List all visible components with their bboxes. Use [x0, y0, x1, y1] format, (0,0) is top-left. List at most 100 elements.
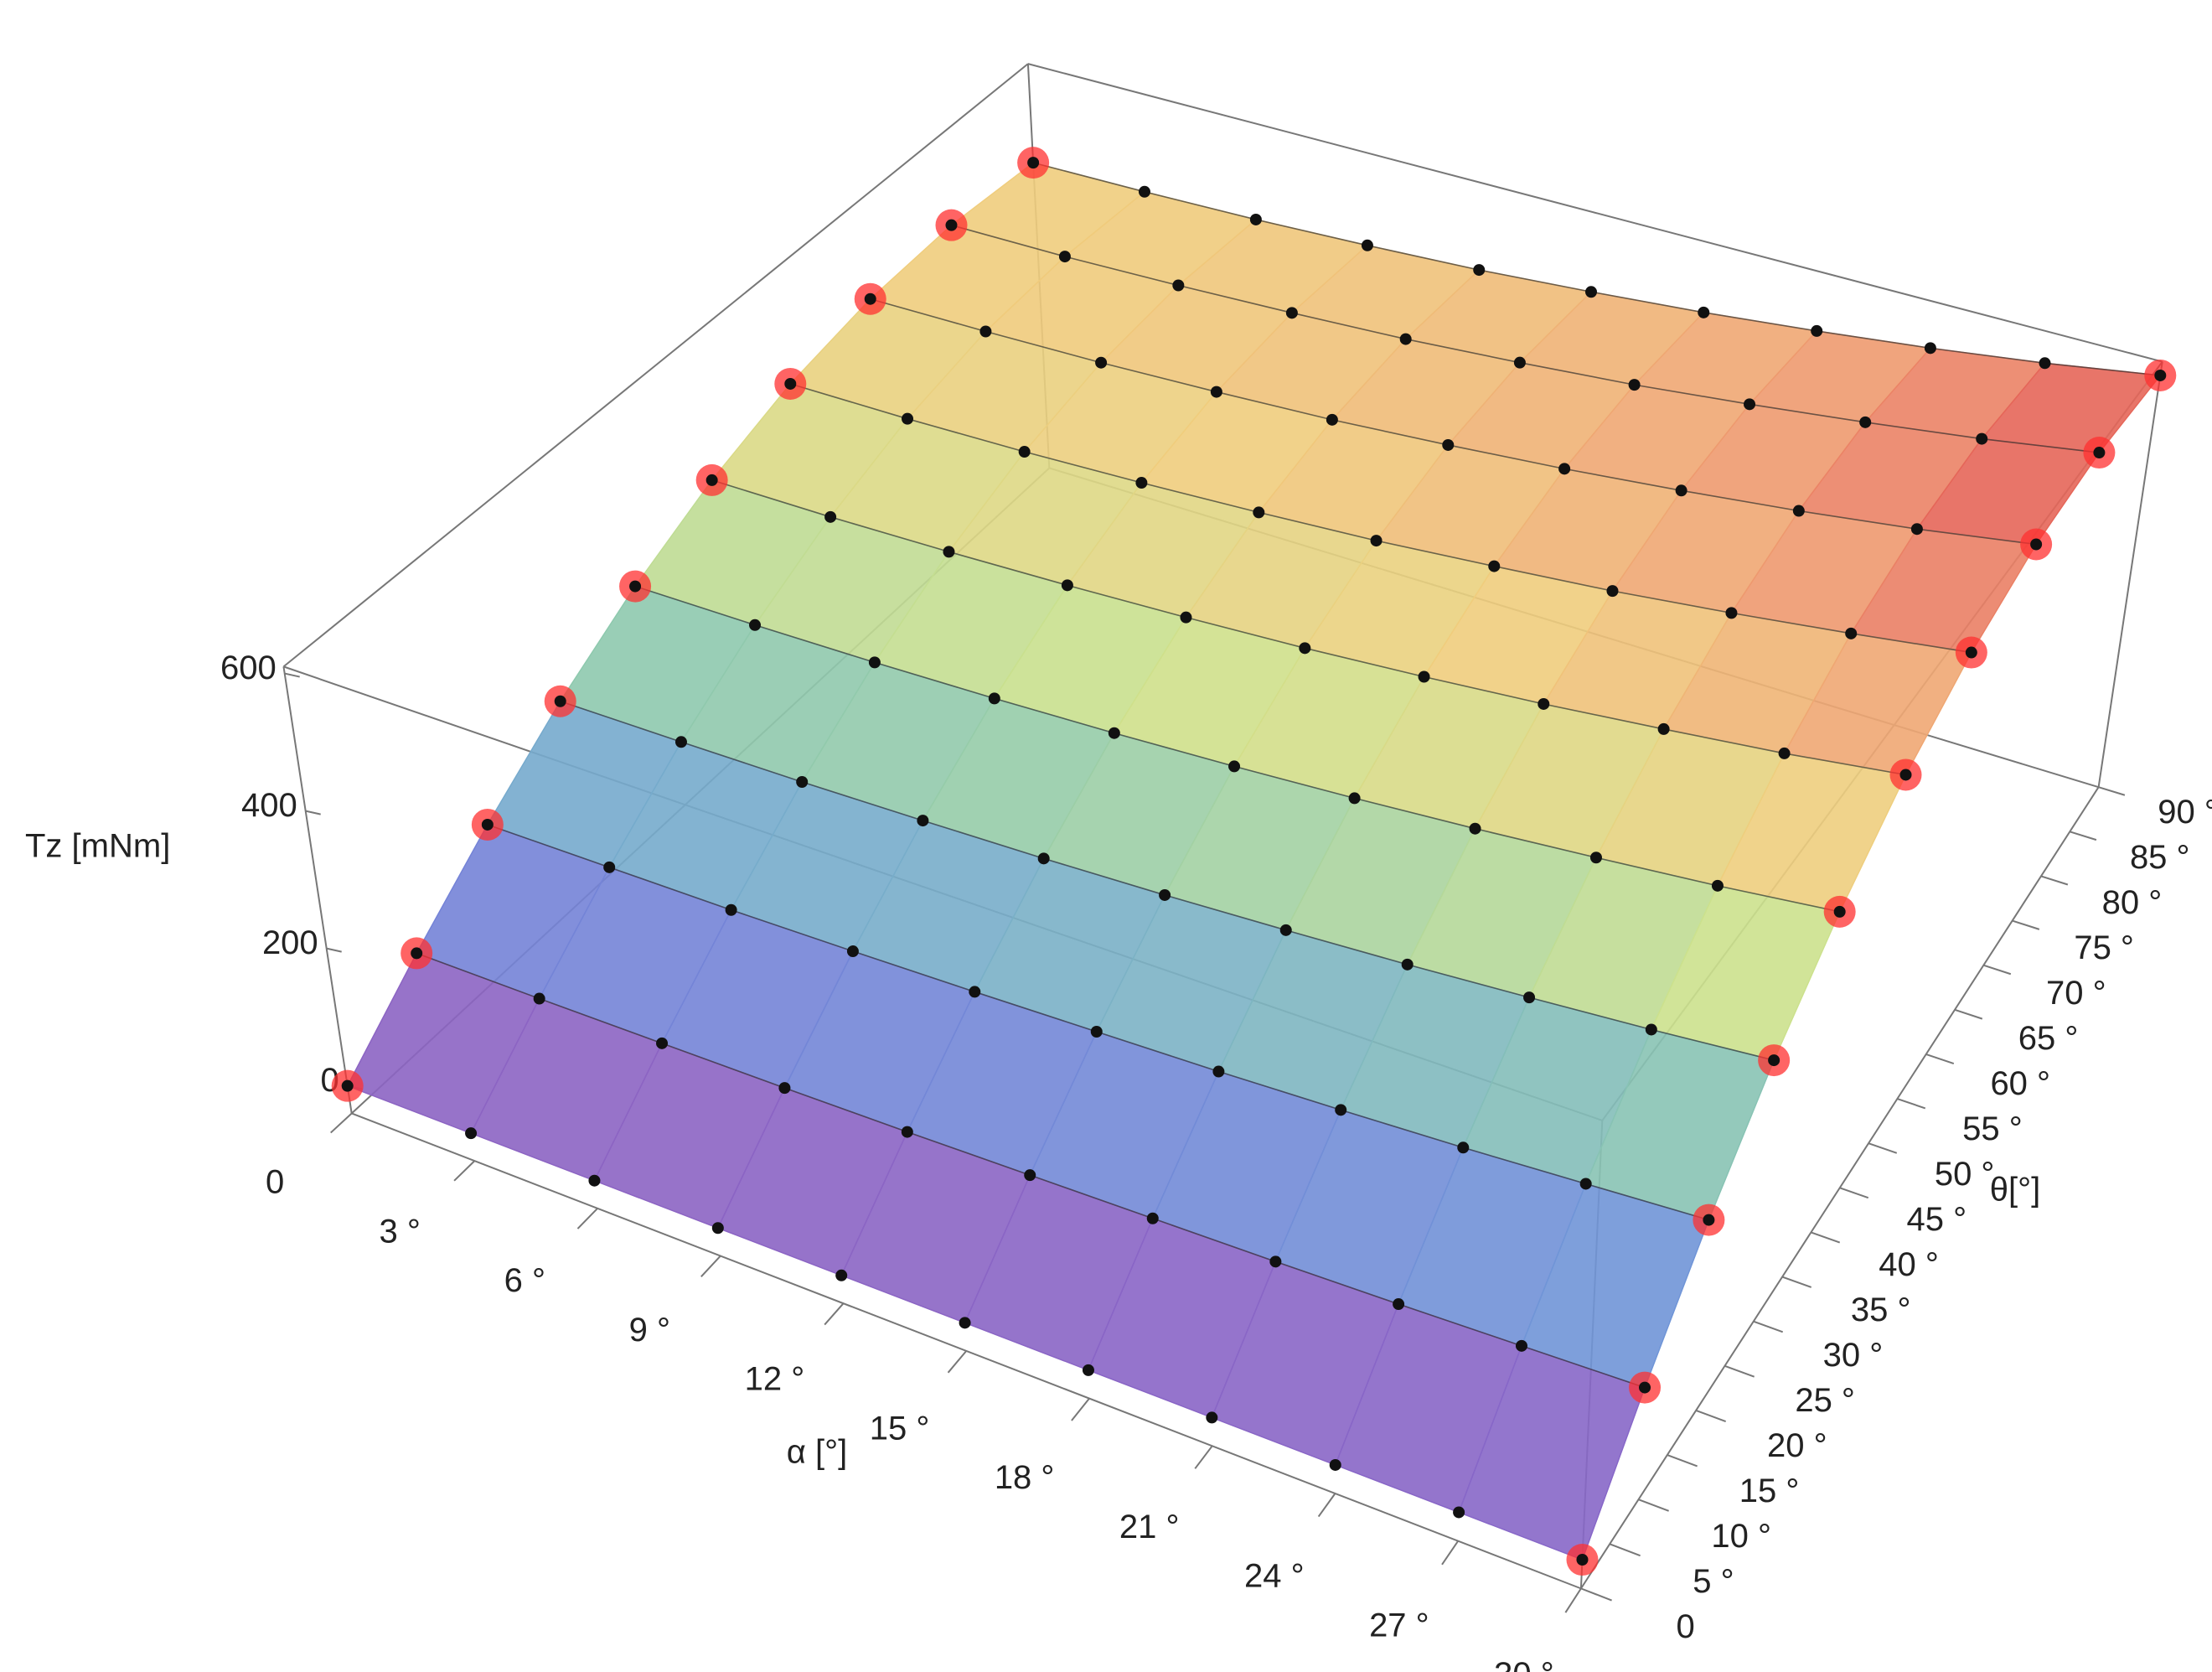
data-point [1558, 463, 1571, 475]
y-tick [2069, 831, 2097, 841]
data-point [1584, 286, 1597, 298]
data-point [1210, 386, 1222, 398]
x-tick-label: 3 ° [380, 1213, 421, 1250]
data-point [1845, 627, 1858, 639]
data-point [1249, 213, 1262, 225]
y-tick [1868, 1142, 1898, 1154]
y-tick-label: 70 ° [2046, 975, 2106, 1012]
data-point [1138, 185, 1150, 198]
data-point [1061, 579, 1073, 592]
x-tick-label: 6 ° [504, 1262, 545, 1299]
data-point [1090, 1025, 1103, 1038]
data-point [2154, 369, 2167, 381]
data-point [1639, 1381, 1651, 1394]
data-point [1899, 769, 1912, 781]
data-point [1589, 852, 1602, 864]
data-point [1299, 642, 1311, 655]
data-point [1725, 607, 1738, 619]
data-point [1576, 1554, 1589, 1566]
data-point [1058, 251, 1071, 263]
data-point [411, 947, 423, 960]
x-tick [1071, 1397, 1090, 1421]
y-tick-label: 20 ° [1767, 1427, 1827, 1464]
y-tick-label: 60 ° [1990, 1065, 2050, 1102]
data-point [711, 1222, 724, 1235]
data-point [846, 945, 859, 958]
data-point [1180, 611, 1192, 624]
data-point [1393, 1298, 1405, 1311]
data-point [901, 1126, 913, 1138]
y-tick-label: 85 ° [2130, 839, 2190, 876]
y-tick-label: 90 ° [2158, 794, 2212, 831]
y-tick [1781, 1276, 1812, 1288]
data-point [1606, 585, 1619, 598]
data-point [1811, 324, 1823, 337]
data-point [1082, 1364, 1094, 1376]
z-tick-label: 200 [262, 924, 318, 961]
data-point [969, 986, 981, 998]
data-point [1859, 416, 1872, 428]
y-tick [1811, 1231, 1841, 1244]
data-point [1744, 398, 1756, 411]
y-tick-label: 35 ° [1851, 1292, 1911, 1328]
y-tick [1839, 1187, 1869, 1199]
data-point [959, 1317, 971, 1329]
data-point [778, 1082, 791, 1095]
data-point [554, 695, 566, 707]
data-point [1792, 505, 1805, 517]
x-tick-label: 21 ° [1119, 1509, 1180, 1545]
data-point [868, 656, 881, 669]
x-tick [1564, 1587, 1582, 1613]
data-point [1965, 646, 1977, 659]
y-tick-label: 65 ° [2018, 1020, 2079, 1057]
y-axis-label: θ[°] [1990, 1172, 2040, 1209]
data-point [943, 546, 955, 558]
data-point [864, 292, 876, 305]
data-point [2093, 447, 2106, 459]
x-tick-label: 12 ° [745, 1361, 805, 1398]
data-point [1675, 484, 1687, 497]
y-tick-label: 75 ° [2074, 929, 2134, 966]
data-point [1095, 356, 1108, 369]
data-point [1027, 157, 1040, 169]
data-point [1172, 279, 1185, 292]
data-point [1108, 727, 1120, 739]
data-point [1361, 239, 1373, 251]
data-point [1401, 958, 1414, 971]
data-point [1768, 1054, 1780, 1067]
y-tick-label: 50 ° [1935, 1156, 1995, 1193]
data-point [1645, 1023, 1657, 1036]
data-point [481, 818, 494, 831]
y-tick [2040, 875, 2069, 886]
data-point [465, 1127, 478, 1140]
x-tick-label: 18 ° [995, 1459, 1055, 1496]
x-tick [947, 1350, 968, 1374]
x-tick [1317, 1493, 1336, 1518]
y-tick [1954, 1008, 1983, 1020]
y-tick [1609, 1543, 1641, 1557]
data-point [1418, 670, 1430, 683]
data-point [1513, 356, 1526, 369]
y-tick-label: 25 ° [1795, 1382, 1855, 1419]
data-point [1657, 722, 1670, 735]
y-tick-label: 15 ° [1739, 1473, 1800, 1509]
data-point [1703, 1214, 1715, 1226]
y-tick [1925, 1053, 1955, 1064]
data-point [1628, 379, 1641, 391]
data-point [656, 1037, 669, 1049]
y-tick-label: 40 ° [1879, 1246, 1939, 1283]
data-point [1370, 535, 1382, 547]
data-point [1146, 1212, 1159, 1224]
data-point [1159, 888, 1171, 901]
data-point [1037, 852, 1050, 865]
data-point [1698, 306, 1710, 318]
x-tick-label: 15 ° [870, 1410, 930, 1447]
y-tick-label: 30 ° [1823, 1337, 1884, 1374]
y-tick [1724, 1364, 1755, 1378]
x-tick-label: 9 ° [629, 1312, 670, 1348]
z-tick-label: 400 [241, 787, 297, 824]
y-tick [1580, 1587, 1612, 1602]
z-tick-label: 600 [220, 650, 276, 686]
data-point [603, 861, 616, 873]
